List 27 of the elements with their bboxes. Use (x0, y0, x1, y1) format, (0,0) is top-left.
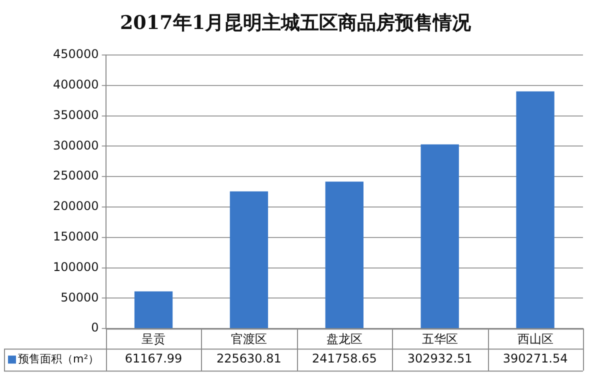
y-tick-label: 300000 (52, 138, 99, 152)
y-tick-label: 50000 (60, 290, 99, 304)
bar (230, 191, 268, 328)
x-tick-label: 西山区 (517, 332, 554, 346)
bar (516, 91, 554, 328)
bar (134, 291, 173, 328)
y-tick-label: 400000 (52, 78, 99, 92)
bar (420, 144, 459, 328)
data-label: 241758.65 (312, 352, 377, 366)
data-label: 225630.81 (216, 352, 282, 366)
y-tick-label: 0 (91, 320, 99, 335)
chart-title: 2017年1月昆明主城五区商品房预售情况 (118, 11, 472, 36)
x-tick-label: 官渡区 (230, 332, 267, 346)
y-tick-label: 450000 (52, 47, 99, 62)
y-tick-label: 200000 (52, 199, 99, 214)
y-tick-label: 150000 (52, 230, 99, 244)
x-tick-label: 盘龙区 (326, 332, 362, 346)
data-label: 302932.51 (407, 352, 472, 366)
x-tick-label: 五华区 (422, 332, 458, 346)
data-label: 390271.54 (502, 352, 568, 366)
y-tick-label: 350000 (52, 108, 99, 122)
data-label: 61167.99 (124, 352, 182, 366)
y-tick-label: 250000 (52, 168, 99, 183)
legend-label: 预售面积（m²） (18, 352, 100, 366)
y-tick-label: 100000 (52, 260, 99, 274)
bar (325, 182, 364, 328)
x-tick-label: 呈贡 (142, 332, 166, 346)
